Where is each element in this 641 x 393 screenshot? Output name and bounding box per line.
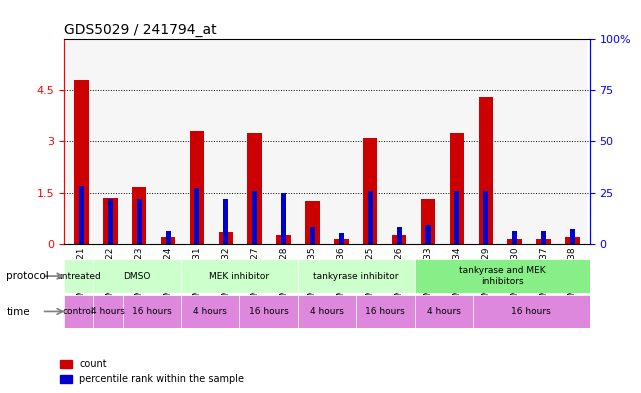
Bar — [479, 97, 493, 244]
FancyBboxPatch shape — [356, 295, 415, 328]
Bar — [454, 191, 460, 244]
Bar — [558, 39, 587, 244]
Bar — [368, 191, 373, 244]
Bar — [426, 225, 431, 244]
Bar — [108, 199, 113, 244]
Bar — [137, 199, 142, 244]
Bar — [310, 227, 315, 244]
Bar — [79, 186, 84, 244]
Text: MEK inhibitor: MEK inhibitor — [209, 272, 269, 281]
FancyBboxPatch shape — [297, 295, 356, 328]
Bar — [537, 239, 551, 244]
Text: protocol: protocol — [6, 271, 49, 281]
Bar — [96, 39, 125, 244]
Bar — [125, 39, 154, 244]
FancyBboxPatch shape — [415, 295, 473, 328]
Bar — [483, 191, 488, 244]
Bar — [356, 39, 385, 244]
Bar — [240, 39, 269, 244]
Bar — [212, 39, 240, 244]
Bar — [392, 235, 406, 244]
FancyBboxPatch shape — [64, 295, 94, 328]
Bar — [305, 201, 320, 244]
Bar — [74, 80, 88, 244]
Bar — [363, 138, 378, 244]
Bar — [420, 199, 435, 244]
Bar — [67, 39, 96, 244]
FancyBboxPatch shape — [297, 259, 415, 293]
Text: time: time — [6, 307, 30, 317]
Text: 16 hours: 16 hours — [365, 307, 405, 316]
Text: control: control — [63, 307, 94, 316]
Bar — [223, 199, 228, 244]
FancyBboxPatch shape — [181, 259, 297, 293]
FancyBboxPatch shape — [122, 295, 181, 328]
Bar — [132, 187, 146, 244]
Bar — [247, 133, 262, 244]
Text: 4 hours: 4 hours — [193, 307, 227, 316]
Bar — [471, 39, 500, 244]
Bar — [385, 39, 413, 244]
Text: 4 hours: 4 hours — [427, 307, 461, 316]
Bar — [529, 39, 558, 244]
Text: untreated: untreated — [56, 272, 101, 281]
Bar — [276, 235, 291, 244]
Bar — [442, 39, 471, 244]
Bar — [103, 198, 117, 244]
FancyBboxPatch shape — [181, 295, 239, 328]
Bar — [541, 231, 546, 244]
Bar — [512, 231, 517, 244]
Text: 4 hours: 4 hours — [310, 307, 344, 316]
Text: 16 hours: 16 hours — [132, 307, 172, 316]
Text: tankyrase inhibitor: tankyrase inhibitor — [313, 272, 399, 281]
FancyBboxPatch shape — [239, 295, 297, 328]
FancyBboxPatch shape — [64, 259, 94, 293]
Bar — [161, 237, 175, 244]
Bar — [413, 39, 442, 244]
Bar — [183, 39, 212, 244]
Legend: count, percentile rank within the sample: count, percentile rank within the sample — [56, 356, 248, 388]
Text: GDS5029 / 241794_at: GDS5029 / 241794_at — [64, 23, 217, 37]
Bar — [194, 189, 199, 244]
FancyBboxPatch shape — [415, 259, 590, 293]
Text: 4 hours: 4 hours — [91, 307, 125, 316]
FancyBboxPatch shape — [473, 295, 590, 328]
Bar — [327, 39, 356, 244]
FancyBboxPatch shape — [94, 259, 181, 293]
Bar — [397, 227, 402, 244]
Bar — [190, 131, 204, 244]
Bar — [298, 39, 327, 244]
Bar — [449, 133, 464, 244]
Bar — [570, 230, 575, 244]
Bar — [165, 231, 171, 244]
Bar — [500, 39, 529, 244]
Bar — [508, 239, 522, 244]
Bar — [334, 239, 349, 244]
Bar — [269, 39, 298, 244]
Bar — [339, 233, 344, 244]
Bar — [219, 232, 233, 244]
Text: tankyrase and MEK
inhibitors: tankyrase and MEK inhibitors — [459, 266, 545, 286]
FancyBboxPatch shape — [94, 295, 122, 328]
Text: DMSO: DMSO — [124, 272, 151, 281]
Text: 16 hours: 16 hours — [249, 307, 288, 316]
Bar — [565, 237, 579, 244]
Bar — [252, 191, 257, 244]
Bar — [154, 39, 183, 244]
Text: 16 hours: 16 hours — [512, 307, 551, 316]
Bar — [281, 193, 286, 244]
